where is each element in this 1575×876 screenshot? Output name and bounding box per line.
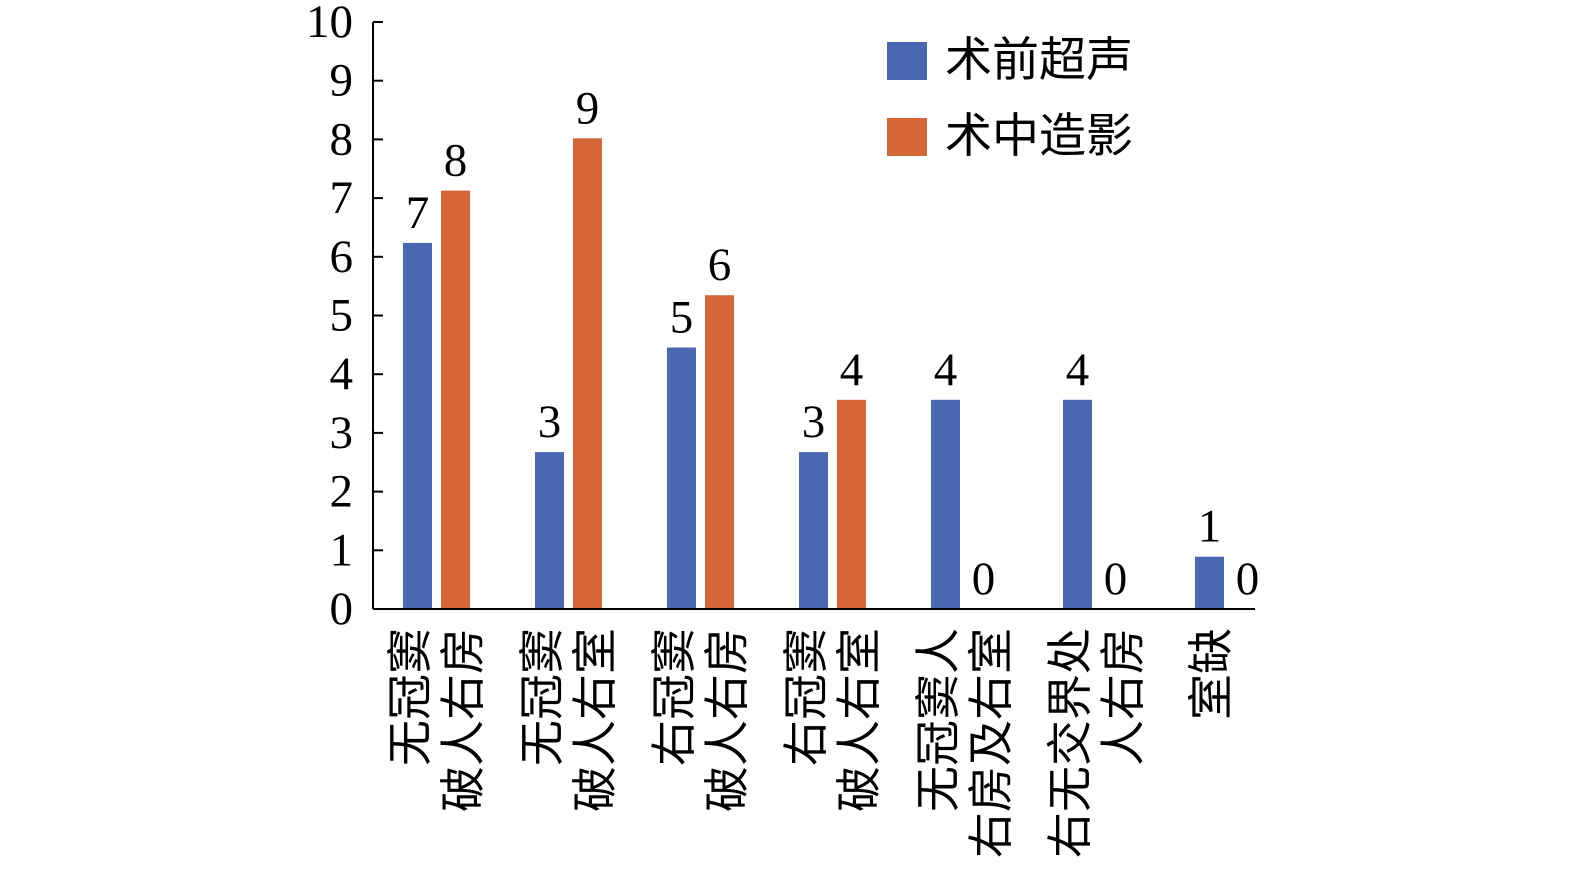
y-tick-label: 9 <box>330 55 354 107</box>
legend-swatch-preop-ultrasound <box>887 42 927 80</box>
y-tick-label: 2 <box>330 466 354 518</box>
bar-intraop-angiography <box>705 295 734 609</box>
y-tick-label: 8 <box>330 113 354 165</box>
bar-preop-ultrasound <box>403 242 432 609</box>
x-category-label: 右冠窦 破人右房 <box>648 628 753 812</box>
legend-label-intraop-angiography: 术中造影 <box>945 111 1133 163</box>
bar-intraop-angiography <box>573 138 602 610</box>
data-label-intraop-angiography: 4 <box>840 344 864 396</box>
data-label-preop-ultrasound: 3 <box>802 396 826 448</box>
x-category-label: 无冠窦 破人右室 <box>516 628 621 812</box>
data-label-preop-ultrasound: 4 <box>1066 344 1090 396</box>
x-category-label: 右无交界处 人右房 <box>1044 628 1149 858</box>
x-category-label: 右冠窦 破人右室 <box>780 628 885 812</box>
x-category-label: 室缺 <box>1185 628 1237 720</box>
legend-swatch-intraop-angiography <box>887 118 927 156</box>
y-tick-label: 4 <box>330 348 354 400</box>
data-label-intraop-angiography: 0 <box>1236 553 1260 605</box>
data-label-preop-ultrasound: 5 <box>670 292 694 344</box>
bars-group <box>403 138 1224 610</box>
bar-preop-ultrasound <box>667 347 696 609</box>
data-label-preop-ultrasound: 1 <box>1198 501 1222 553</box>
y-tick-label: 7 <box>330 172 354 224</box>
bar-preop-ultrasound <box>799 452 828 609</box>
bar-preop-ultrasound <box>1063 399 1092 609</box>
bar-preop-ultrasound <box>931 399 960 609</box>
data-label-preop-ultrasound: 3 <box>538 396 562 448</box>
data-label-preop-ultrasound: 7 <box>406 187 430 239</box>
x-category-label: 无冠窦人 右房及右室 <box>912 628 1017 858</box>
data-label-intraop-angiography: 6 <box>708 239 732 291</box>
legend-label-preop-ultrasound: 术前超声 <box>945 35 1133 87</box>
data-label-intraop-angiography: 8 <box>444 135 468 187</box>
legend: 术前超声 术中造影 <box>887 35 1133 163</box>
bar-intraop-angiography <box>837 399 866 609</box>
y-tick-label: 3 <box>330 407 354 459</box>
data-label-intraop-angiography: 0 <box>1104 553 1128 605</box>
bar-intraop-angiography <box>441 190 470 609</box>
x-category-label: 无冠窦 破人右房 <box>384 628 489 812</box>
bar-preop-ultrasound <box>1195 556 1224 609</box>
data-label-intraop-angiography: 0 <box>972 553 996 605</box>
y-tick-label: 5 <box>330 290 354 342</box>
y-tick-label: 1 <box>330 524 354 576</box>
y-tick-label: 10 <box>306 0 353 48</box>
data-label-intraop-angiography: 9 <box>576 82 600 134</box>
data-label-preop-ultrasound: 4 <box>934 344 958 396</box>
bar-preop-ultrasound <box>535 452 564 609</box>
y-tick-label: 6 <box>330 231 354 283</box>
y-tick-label: 0 <box>330 583 354 635</box>
